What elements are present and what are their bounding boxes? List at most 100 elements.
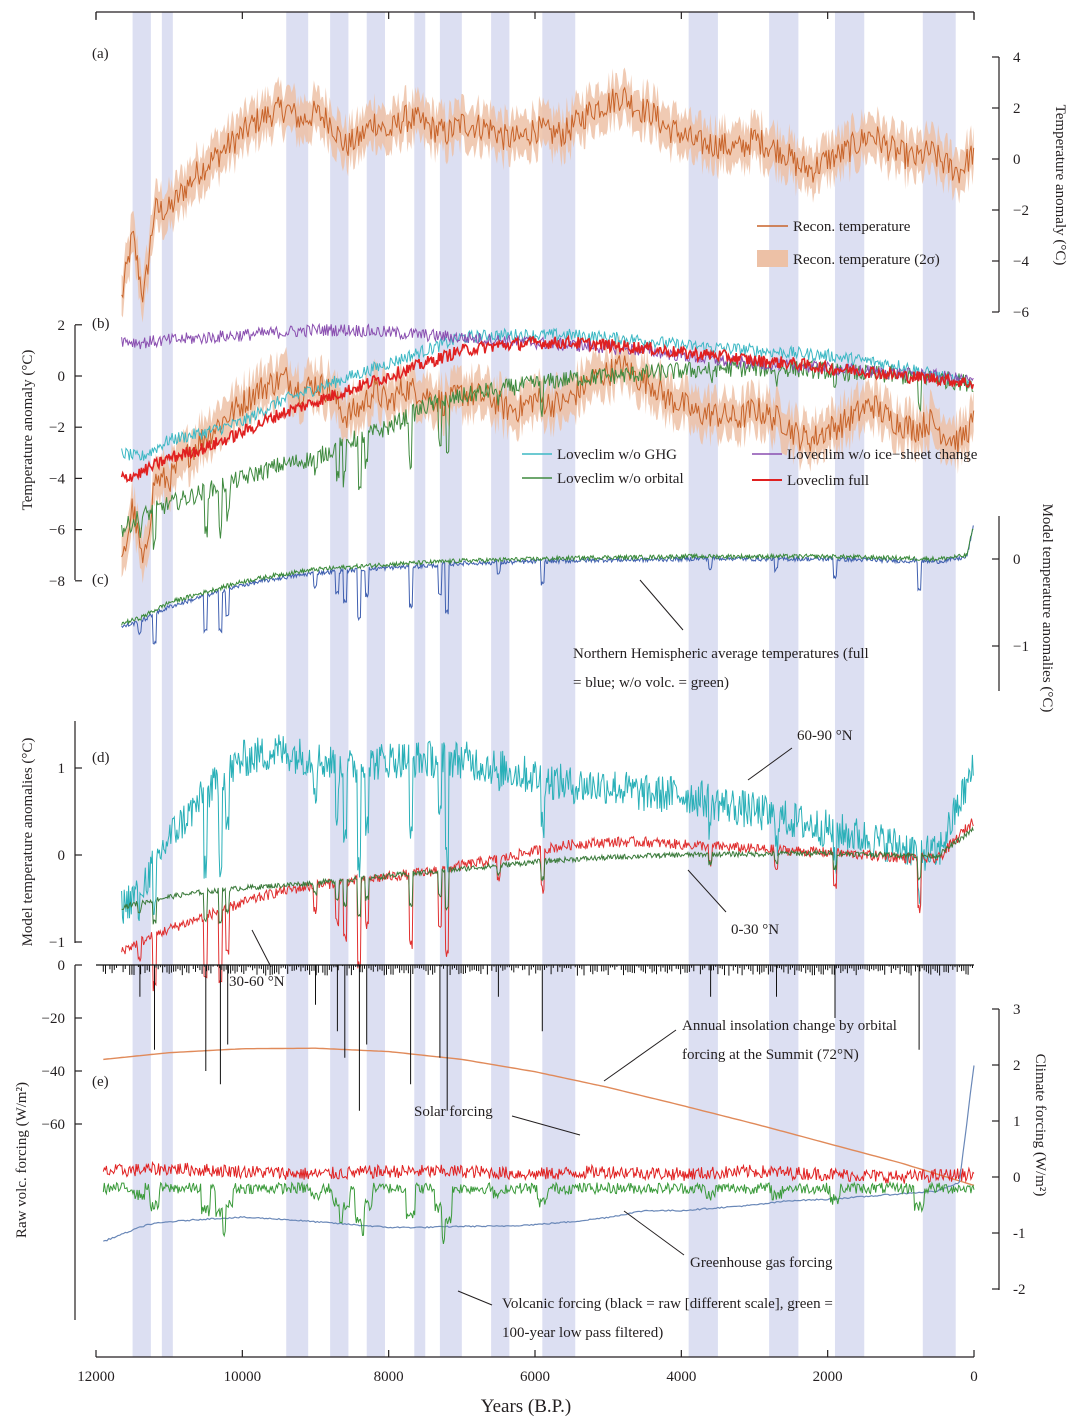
legend-ghg-label: Loveclim w/o GHG xyxy=(557,447,677,463)
insolation-annotation: Annual insolation change by orbital forc… xyxy=(682,1018,901,1063)
shaded-band-1 xyxy=(132,12,151,1357)
y-axis-b-tick-label-1: 0 xyxy=(58,369,66,385)
x-axis-tick-label-3: 6000 xyxy=(520,1369,550,1385)
series-d-lat-30-60 xyxy=(121,818,974,992)
panel-label-d: (d) xyxy=(92,750,110,766)
y-axis-a-tick-label-5: −6 xyxy=(1013,305,1029,321)
recon-temperature-line-a xyxy=(121,86,975,303)
nh-annotation-line2: = blue; w/o volc. = green) xyxy=(573,675,729,691)
lat0-leader-line xyxy=(687,869,727,913)
legend-recon-line-label: Recon. temperature xyxy=(793,219,911,235)
shaded-band-2 xyxy=(161,12,173,1357)
shaded-band-7 xyxy=(439,12,462,1357)
legend-recon-band-label: Recon. temperature (2σ) xyxy=(793,252,940,268)
y-axis-b-tick-label-4: −6 xyxy=(49,523,65,539)
panel-label-a: (a) xyxy=(92,46,109,62)
series-b-full xyxy=(120,334,975,483)
y-axis-e-left-tick-label-3: −60 xyxy=(42,1117,65,1133)
x-axis-tick-label-2: 8000 xyxy=(374,1369,404,1385)
y-axis-e-right-tick-label-1: 2 xyxy=(1013,1058,1021,1074)
x-axis-tick-label-0: 12000 xyxy=(77,1369,115,1385)
series-e-greenhouse xyxy=(103,1065,975,1242)
y-title-e-right: Climate forcing (W/m²) xyxy=(1032,1054,1048,1197)
y-title-c: Model temperature anomalies (°C) xyxy=(1039,504,1055,713)
y-axis-d-tick-label-0: 1 xyxy=(58,761,66,777)
y-axis-a-tick-label-2: 0 xyxy=(1013,152,1021,168)
x-axis-tick-label-6: 0 xyxy=(970,1369,978,1385)
shaded-band-11 xyxy=(769,12,799,1357)
insolation-leader-line xyxy=(603,1029,677,1082)
series-c-nh-without-volcanic xyxy=(121,528,974,626)
shaded-band-12 xyxy=(834,12,865,1357)
legend-orbital-label: Loveclim w/o orbital xyxy=(557,471,684,487)
series-d-lat-0-30 xyxy=(121,826,974,925)
shaded-band-8 xyxy=(491,12,510,1357)
recon-temperature-line-b-overlay xyxy=(121,355,975,564)
shaded-band-4 xyxy=(330,12,349,1357)
y-axis-e-right-tick-label-2: 1 xyxy=(1013,1114,1021,1130)
panel-label-b: (b) xyxy=(92,316,110,332)
y-title-d: Model temperature anomalies (°C) xyxy=(20,738,36,947)
legend-full-label: Loveclim full xyxy=(787,473,869,489)
x-axis-tick-label-4: 4000 xyxy=(666,1369,696,1385)
lat60-leader-line xyxy=(747,747,793,781)
volc-annotation: Volcanic forcing (black = raw [different… xyxy=(502,1296,837,1341)
y-axis-d-tick-label-2: −1 xyxy=(49,935,65,951)
y-title-b: Temperature anomaly (°C) xyxy=(20,350,36,511)
shaded-period-bands xyxy=(132,12,956,1357)
axes: 12000 10000 8000 6000 4000 2000 0420−2−4−620−2… xyxy=(42,11,1029,1385)
solar-label: Solar forcing xyxy=(414,1104,493,1120)
y-axis-c-tick-label-0: 0 xyxy=(1013,552,1021,568)
shaded-band-9 xyxy=(542,12,576,1357)
y-axis-b-tick-label-2: −2 xyxy=(49,420,65,436)
volc-annotation-line2: 100-year low pass filtered) xyxy=(502,1325,663,1341)
lat60-label: 60-90 °N xyxy=(797,728,853,744)
solar-leader-line xyxy=(511,1115,581,1136)
y-axis-e-right-tick-label-5: -2 xyxy=(1013,1282,1026,1298)
lat30-leader-line xyxy=(251,929,272,968)
y-axis-e-left-tick-label-2: −40 xyxy=(42,1064,65,1080)
shaded-band-13 xyxy=(922,12,956,1357)
y-axis-e-left-tick-label-1: −20 xyxy=(42,1011,65,1027)
shaded-band-6 xyxy=(414,12,426,1357)
y-axis-e-right-tick-label-4: -1 xyxy=(1013,1226,1026,1242)
recon-2sigma-band-b-overlay xyxy=(121,335,974,584)
nh-annotation: Northern Hemispheric average temperature… xyxy=(573,646,872,691)
series-b-ghg xyxy=(121,327,974,461)
legend-recon-band-swatch xyxy=(757,250,788,267)
x-axis-tick-label-5: 2000 xyxy=(813,1369,843,1385)
legend-ice-label: Loveclim w/o ice−sheet change xyxy=(787,447,978,463)
y-axis-b-tick-label-3: −4 xyxy=(49,471,65,487)
volc-annotation-line1: Volcanic forcing (black = raw [different… xyxy=(502,1296,833,1312)
y-axis-a-tick-label-4: −4 xyxy=(1013,254,1029,270)
shaded-band-10 xyxy=(688,12,718,1357)
panel-label-c: (c) xyxy=(92,572,109,588)
y-axis-e-right-tick-label-0: 3 xyxy=(1013,1002,1021,1018)
y-axis-e-left-tick-label-0: 0 xyxy=(58,958,66,974)
series-e-insolation xyxy=(103,1047,975,1187)
ghg-label: Greenhouse gas forcing xyxy=(690,1255,833,1271)
panel-label-e: (e) xyxy=(92,1074,109,1090)
lat30-label: 30-60 °N xyxy=(229,974,285,990)
y-axis-a-tick-label-3: −2 xyxy=(1013,203,1029,219)
lat0-label: 0-30 °N xyxy=(731,922,779,938)
y-axis-b-tick-label-5: −8 xyxy=(49,574,65,590)
ghg-leader-line xyxy=(623,1210,685,1256)
nh-annotation-line1: Northern Hemispheric average temperature… xyxy=(573,646,869,662)
series-d-lat-60-90 xyxy=(121,734,974,924)
series-e-volcanic-filtered xyxy=(102,1180,975,1245)
series-b-orbital xyxy=(121,359,974,550)
volc-leader-line xyxy=(457,1290,493,1306)
shaded-band-3 xyxy=(286,12,309,1357)
y-axis-d-tick-label-1: 0 xyxy=(58,848,66,864)
y-title-a: Temperature anomaly (°C) xyxy=(1052,105,1068,266)
nh-leader-line xyxy=(639,579,684,631)
x-axis-title: Years (B.P.) xyxy=(481,1396,571,1417)
recon-2sigma-band-a xyxy=(121,67,974,323)
y-axis-a-tick-label-1: 2 xyxy=(1013,101,1021,117)
y-title-e-left: Raw volc. forcing (W/m²) xyxy=(14,1082,30,1238)
y-axis-c-tick-label-1: −1 xyxy=(1013,639,1029,655)
y-axis-a-tick-label-0: 4 xyxy=(1013,50,1021,66)
data-series xyxy=(96,67,975,1245)
